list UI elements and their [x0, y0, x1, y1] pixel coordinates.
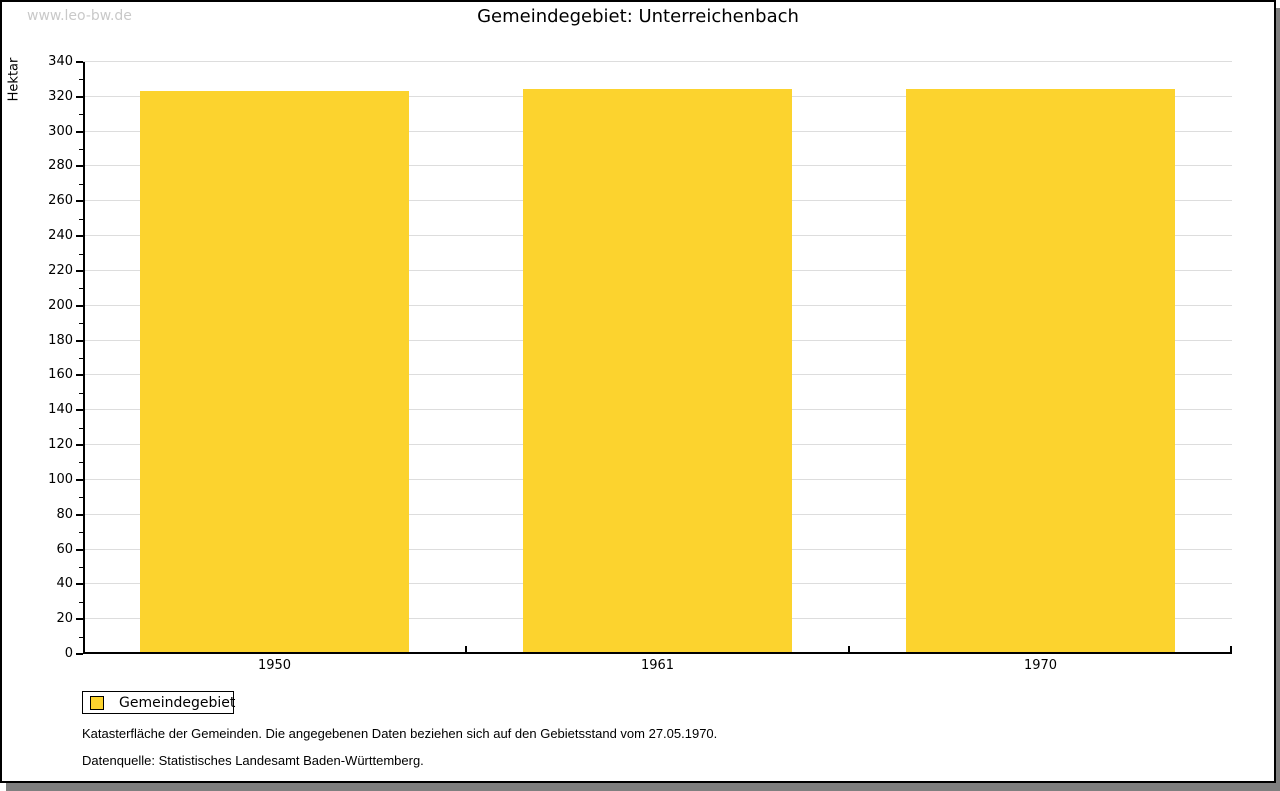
y-tick-minor-210 [79, 288, 83, 290]
y-tick-label-240: 240 [48, 228, 73, 244]
y-tick-label-280: 280 [48, 158, 73, 174]
y-tick-label-80: 80 [56, 506, 73, 522]
x-category-label-1970: 1970 [1023, 658, 1058, 673]
y-tick-major-40 [76, 583, 83, 586]
watermark: www.leo-bw.de [27, 8, 132, 24]
y-axis-title: Hektar [6, 57, 22, 102]
y-tick-major-0 [76, 653, 83, 655]
y-tick-label-320: 320 [48, 88, 73, 104]
y-tick-minor-250 [79, 218, 83, 220]
y-tick-major-320 [76, 95, 83, 98]
y-tick-minor-230 [79, 253, 83, 255]
y-tick-minor-150 [79, 392, 83, 394]
chart-title: Gemeindegebiet: Unterreichenbach [477, 6, 799, 27]
y-tick-label-220: 220 [48, 262, 73, 278]
y-tick-minor-330 [79, 79, 83, 81]
y-tick-major-300 [76, 130, 83, 133]
x-category-label-1950: 1950 [257, 658, 292, 673]
y-tick-major-260 [76, 200, 83, 203]
y-tick-label-0: 0 [64, 646, 73, 661]
y-tick-minor-110 [79, 462, 83, 464]
y-tick-label-260: 260 [48, 193, 73, 209]
footer-note-data-source: Datenquelle: Statistisches Landesamt Bad… [82, 753, 424, 768]
x-boundary-tick-1 [465, 646, 467, 652]
bar-1950 [140, 91, 409, 653]
y-axis-line [83, 62, 85, 654]
bar-1961 [523, 89, 792, 653]
y-tick-major-120 [76, 444, 83, 447]
y-tick-minor-290 [79, 149, 83, 151]
y-tick-major-20 [76, 618, 83, 621]
plot-area: 0 20 40 60 80 100 120 140 160 180 200 220 240 260 280 3… [48, 54, 1232, 673]
y-tick-minor-10 [79, 636, 83, 638]
y-tick-minor-90 [79, 497, 83, 499]
y-tick-minor-270 [79, 183, 83, 185]
y-tick-label-200: 200 [48, 297, 73, 313]
x-axis-line [83, 652, 1232, 654]
y-tick-label-340: 340 [48, 54, 73, 69]
y-tick-minor-170 [79, 358, 83, 359]
footer-note-source-date: Katasterfläche der Gemeinden. Die angege… [82, 726, 718, 741]
y-tick-minor-70 [79, 532, 83, 534]
x-axis-end-tick [1230, 646, 1232, 652]
y-tick-label-160: 160 [48, 367, 73, 383]
y-tick-label-40: 40 [56, 576, 73, 592]
y-tick-label-300: 300 [48, 123, 73, 139]
y-tick-major-240 [76, 235, 83, 238]
y-tick-label-140: 140 [48, 402, 73, 418]
y-tick-label-180: 180 [48, 332, 73, 348]
y-tick-major-280 [76, 165, 83, 168]
y-tick-label-100: 100 [48, 471, 73, 487]
y-tick-minor-190 [79, 323, 83, 325]
y-tick-major-180 [76, 339, 83, 342]
y-tick-major-100 [76, 478, 83, 481]
y-tick-minor-310 [79, 114, 83, 116]
y-tick-label-120: 120 [48, 437, 73, 453]
legend-color-swatch [90, 695, 104, 710]
y-tick-major-80 [76, 513, 83, 516]
y-tick-label-20: 20 [56, 611, 73, 627]
y-tick-minor-50 [79, 566, 83, 568]
y-tick-major-160 [76, 374, 83, 377]
y-tick-major-340 [76, 61, 83, 63]
x-category-label-1961: 1961 [640, 658, 675, 673]
y-tick-minor-130 [79, 427, 83, 429]
bar-1970 [906, 89, 1175, 653]
legend-box: Gemeindegebiet [82, 691, 236, 714]
y-tick-label-60: 60 [56, 541, 73, 557]
y-tick-major-140 [76, 409, 83, 412]
y-tick-major-220 [76, 269, 83, 272]
legend-label: Gemeindegebiet [119, 694, 236, 711]
y-tick-minor-30 [79, 601, 83, 603]
x-boundary-tick-2 [848, 646, 850, 652]
y-tick-major-60 [76, 548, 83, 551]
gridline-340 [83, 61, 1232, 62]
y-tick-major-200 [76, 304, 83, 307]
